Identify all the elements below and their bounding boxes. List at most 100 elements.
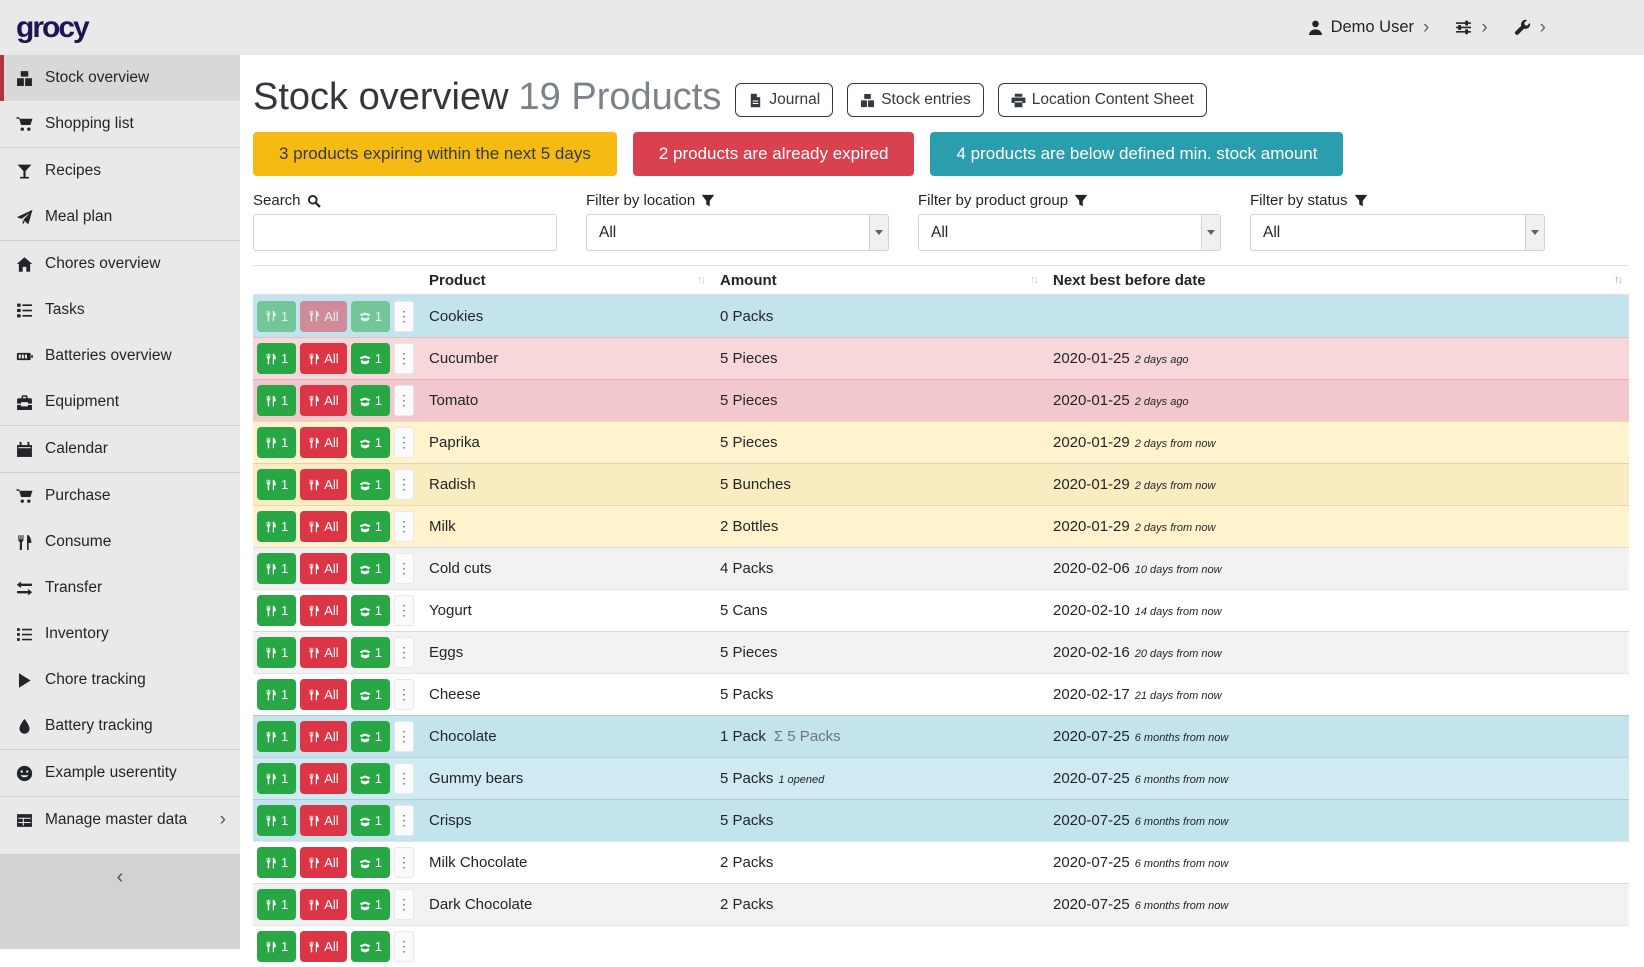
consume-all-button[interactable]: All — [300, 679, 347, 710]
open-one-button[interactable]: 1 — [350, 763, 390, 794]
consume-one-button[interactable]: 1 — [257, 300, 297, 332]
consume-all-button[interactable]: All — [300, 385, 347, 416]
row-menu-button[interactable]: ⋮ — [393, 931, 414, 962]
row-menu-button[interactable]: ⋮ — [393, 889, 414, 920]
filter-by-product-group-select[interactable]: All — [918, 214, 1221, 251]
sidebar-item-chores-overview[interactable]: Chores overview — [0, 241, 240, 287]
filter-by-location-select[interactable]: All — [586, 214, 889, 251]
open-one-button[interactable]: 1 — [350, 805, 390, 836]
date-column-header[interactable]: Next best before date ↑↓ — [1053, 271, 1623, 289]
sort-icon-active[interactable]: ↑↓ — [1614, 274, 1623, 286]
consume-all-button[interactable]: All — [300, 805, 347, 836]
consume-all-button[interactable]: All — [300, 469, 347, 500]
user-menu[interactable]: Demo User › — [1307, 18, 1429, 37]
consume-all-button[interactable]: All — [300, 427, 347, 458]
consume-one-button[interactable]: 1 — [257, 805, 297, 836]
consume-one-button[interactable]: 1 — [257, 385, 297, 416]
consume-all-button[interactable]: All — [300, 763, 347, 794]
consume-all-button[interactable]: All — [300, 343, 347, 374]
open-one-button[interactable]: 1 — [350, 721, 390, 752]
row-menu-button[interactable]: ⋮ — [393, 385, 414, 416]
row-menu-button[interactable]: ⋮ — [393, 763, 414, 794]
consume-all-button[interactable]: All — [300, 847, 347, 878]
open-one-button[interactable]: 1 — [350, 595, 390, 626]
row-menu-button[interactable]: ⋮ — [393, 511, 414, 542]
sidebar-item-example-userentity[interactable]: Example userentity — [0, 750, 240, 796]
sidebar-item-meal-plan[interactable]: Meal plan — [0, 194, 240, 240]
app-logo[interactable]: grocy — [16, 10, 90, 44]
alert-3-products-expiring-within[interactable]: 3 products expiring within the next 5 da… — [253, 132, 617, 176]
row-menu-button[interactable]: ⋮ — [393, 637, 414, 668]
sidebar-item-chore-tracking[interactable]: Chore tracking — [0, 657, 240, 703]
row-menu-button[interactable]: ⋮ — [393, 847, 414, 878]
alert-2-products-are-already[interactable]: 2 products are already expired — [632, 132, 915, 176]
consume-all-button[interactable]: All — [300, 511, 347, 542]
sidebar-item-battery-tracking[interactable]: Battery tracking — [0, 703, 240, 749]
row-menu-button[interactable]: ⋮ — [393, 679, 414, 710]
consume-all-button[interactable]: All — [300, 300, 347, 332]
product-column-header[interactable]: Product ↑↓ — [429, 271, 706, 289]
sidebar-item-purchase[interactable]: Purchase — [0, 473, 240, 519]
sidebar-collapse-button[interactable]: ‹ — [0, 854, 240, 949]
consume-one-button[interactable]: 1 — [257, 931, 297, 962]
sort-icon[interactable]: ↑↓ — [1030, 274, 1039, 286]
row-menu-button[interactable]: ⋮ — [393, 595, 414, 626]
sidebar-item-transfer[interactable]: Transfer — [0, 565, 240, 611]
sidebar-item-tasks[interactable]: Tasks — [0, 287, 240, 333]
open-one-button[interactable]: 1 — [350, 637, 390, 668]
consume-all-button[interactable]: All — [300, 889, 347, 920]
sidebar-item-equipment[interactable]: Equipment — [0, 379, 240, 425]
consume-one-button[interactable]: 1 — [257, 553, 297, 584]
sidebar-item-consume[interactable]: Consume — [0, 519, 240, 565]
sidebar-item-shopping-list[interactable]: Shopping list — [0, 101, 240, 147]
sidebar-item-manage-master-data[interactable]: Manage master data › — [0, 797, 240, 843]
consume-one-button[interactable]: 1 — [257, 847, 297, 878]
consume-one-button[interactable]: 1 — [257, 469, 297, 500]
settings-menu[interactable]: › — [1455, 18, 1488, 37]
sidebar-item-recipes[interactable]: Recipes — [0, 148, 240, 194]
consume-one-button[interactable]: 1 — [257, 721, 297, 752]
consume-one-button[interactable]: 1 — [257, 427, 297, 458]
sidebar-item-stock-overview[interactable]: Stock overview — [0, 55, 240, 101]
consume-all-button[interactable]: All — [300, 721, 347, 752]
open-one-button[interactable]: 1 — [350, 847, 390, 878]
row-menu-button[interactable]: ⋮ — [393, 721, 414, 752]
search-input[interactable] — [253, 214, 557, 251]
consume-one-button[interactable]: 1 — [257, 595, 297, 626]
row-menu-button[interactable]: ⋮ — [393, 805, 414, 836]
sidebar-item-inventory[interactable]: Inventory — [0, 611, 240, 657]
admin-menu[interactable]: › — [1514, 18, 1546, 37]
alert-4-products-are-below[interactable]: 4 products are below defined min. stock … — [930, 132, 1344, 176]
filter-by-status-select[interactable]: All — [1250, 214, 1545, 251]
consume-all-button[interactable]: All — [300, 931, 347, 962]
consume-one-button[interactable]: 1 — [257, 889, 297, 920]
open-one-button[interactable]: 1 — [350, 469, 390, 500]
row-menu-button[interactable]: ⋮ — [393, 343, 414, 374]
open-one-button[interactable]: 1 — [350, 343, 390, 374]
open-one-button[interactable]: 1 — [350, 931, 390, 962]
open-one-button[interactable]: 1 — [350, 300, 390, 332]
consume-one-button[interactable]: 1 — [257, 679, 297, 710]
open-one-button[interactable]: 1 — [350, 385, 390, 416]
stock-entries-button[interactable]: Stock entries — [847, 83, 984, 117]
row-menu-button[interactable]: ⋮ — [393, 427, 414, 458]
row-menu-button[interactable]: ⋮ — [393, 469, 414, 500]
row-menu-button[interactable]: ⋮ — [393, 300, 414, 332]
sort-icon[interactable]: ↑↓ — [697, 274, 706, 286]
open-one-button[interactable]: 1 — [350, 511, 390, 542]
open-one-button[interactable]: 1 — [350, 427, 390, 458]
sidebar-item-batteries-overview[interactable]: Batteries overview — [0, 333, 240, 379]
consume-one-button[interactable]: 1 — [257, 637, 297, 668]
consume-one-button[interactable]: 1 — [257, 763, 297, 794]
open-one-button[interactable]: 1 — [350, 679, 390, 710]
open-one-button[interactable]: 1 — [350, 553, 390, 584]
amount-column-header[interactable]: Amount ↑↓ — [720, 271, 1039, 289]
consume-all-button[interactable]: All — [300, 637, 347, 668]
journal-button[interactable]: Journal — [735, 83, 834, 117]
open-one-button[interactable]: 1 — [350, 889, 390, 920]
consume-all-button[interactable]: All — [300, 553, 347, 584]
location-content-sheet-button[interactable]: Location Content Sheet — [997, 83, 1207, 117]
consume-one-button[interactable]: 1 — [257, 511, 297, 542]
sidebar-item-calendar[interactable]: Calendar — [0, 426, 240, 472]
row-menu-button[interactable]: ⋮ — [393, 553, 414, 584]
